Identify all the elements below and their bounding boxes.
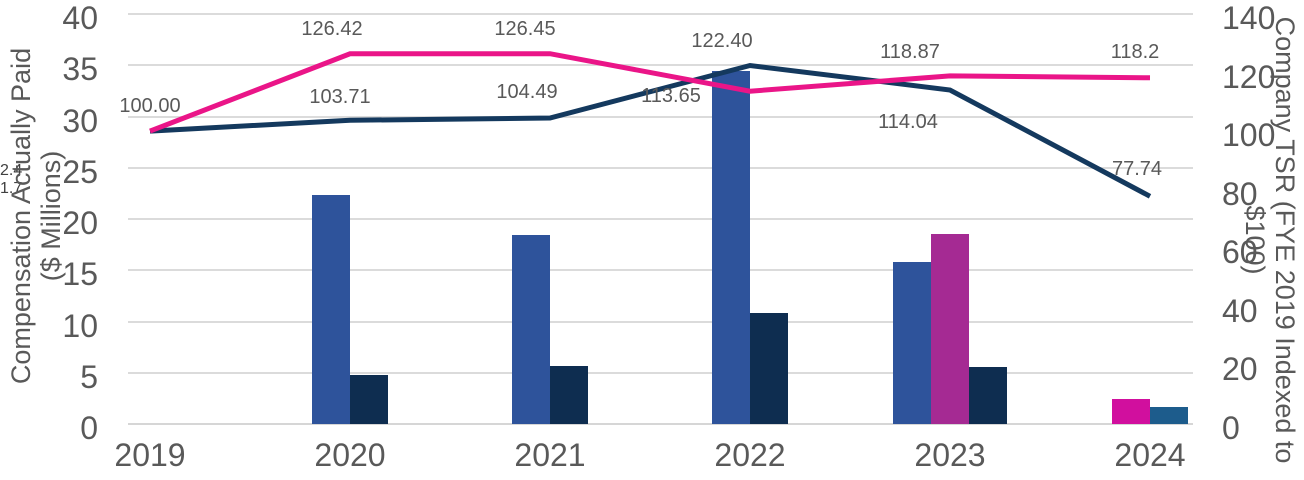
bar-value-label: 18.4 — [0, 36, 32, 53]
bar-value-label: 18.5 — [0, 126, 32, 143]
x-axis-label: 2024 — [1114, 437, 1186, 473]
bar-value-label: 22.3 — [0, 0, 32, 17]
tsr-point-label: 126.42 — [301, 18, 363, 40]
bar-value-label: 2.4 — [0, 162, 23, 179]
x-axis-label: 2022 — [714, 437, 786, 473]
tsr-point-label: 118.2 — [1110, 41, 1160, 63]
gridline — [128, 64, 1193, 67]
left-axis-tick: 35 — [62, 51, 98, 88]
tsr-point-label: 118.87 — [880, 41, 940, 63]
right-axis-tick: 100 — [1222, 117, 1276, 154]
tsr-point-label: 126.45 — [494, 18, 556, 40]
tsr-point-label: 113.65 — [641, 85, 701, 107]
left-axis-tick: 40 — [62, 0, 98, 36]
tsr-point-label: 103.71 — [309, 86, 371, 108]
right-axis-tick: 40 — [1222, 292, 1258, 329]
cap-bar-steel-blue — [1150, 406, 1188, 424]
left-axis-tick: 5 — [80, 358, 98, 395]
cap-bar-navy — [750, 313, 788, 424]
cap-bar-royal-blue — [312, 195, 350, 424]
bar-value-label: 5.7 — [0, 54, 23, 71]
left-axis-tick: 20 — [62, 205, 98, 241]
bar-value-label: 5.6 — [0, 144, 23, 161]
bar-value-label: 4.8 — [0, 18, 23, 35]
bar-value-label: 34.4 — [0, 72, 32, 89]
gridline — [128, 13, 1193, 15]
right-axis-tick: 120 — [1222, 58, 1276, 95]
cap-bar-royal-blue — [712, 71, 750, 424]
right-axis-tick: 20 — [1222, 351, 1258, 388]
tsr-point-label: 100.00 — [119, 95, 181, 117]
bar-value-label: 15.8 — [0, 108, 32, 125]
tsr-line-magenta — [149, 51, 1151, 134]
tsr-point-label: 114.04 — [878, 111, 938, 133]
x-axis-line — [128, 423, 1193, 425]
left-axis-tick: 10 — [62, 307, 98, 344]
gridline — [128, 371, 1193, 374]
x-axis-label: 2019 — [114, 437, 186, 473]
tsr-point-label: 104.49 — [496, 81, 558, 103]
x-axis-label: 2021 — [514, 437, 586, 473]
cap-bar-royal-blue — [893, 262, 931, 424]
cap-bar-navy — [969, 366, 1007, 424]
right-axis-tick: 60 — [1222, 234, 1258, 271]
x-axis-label: 2023 — [914, 437, 986, 473]
bar-value-label: 10.8 — [0, 90, 32, 107]
tsr-point-label: 77.74 — [1111, 158, 1163, 180]
x-axis-label: 2020 — [314, 437, 386, 473]
right-axis-tick: 140 — [1222, 0, 1276, 36]
tsr-point-label: 122.40 — [691, 30, 753, 52]
gridline — [128, 115, 1193, 118]
left-axis-tick: 30 — [62, 102, 98, 139]
left-axis-tick: 0 — [80, 410, 98, 446]
left-axis-tick: 25 — [62, 153, 98, 190]
left-axis-tick: 15 — [62, 256, 98, 293]
cap-bar-magenta — [1112, 399, 1150, 424]
cap-bar-navy — [550, 365, 588, 424]
gridline — [128, 320, 1193, 323]
gridline — [128, 166, 1193, 169]
right-axis-tick: 0 — [1222, 410, 1240, 446]
cap-bar-navy — [350, 374, 388, 424]
cap-bar-purple — [931, 234, 969, 424]
bar-value-label: 1.7 — [0, 180, 23, 197]
gridline — [128, 269, 1193, 272]
right-axis-tick: 80 — [1222, 175, 1258, 212]
tsr-line-navy — [149, 62, 1152, 199]
cap-bar-royal-blue — [512, 235, 550, 424]
gridline — [128, 218, 1193, 220]
